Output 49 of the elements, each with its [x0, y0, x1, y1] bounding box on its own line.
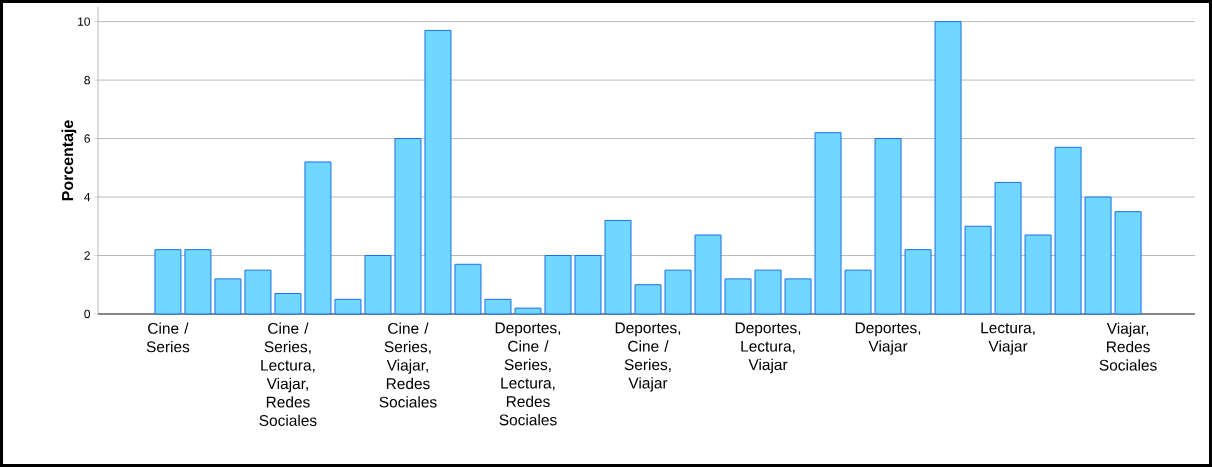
y-tick-label: 10	[78, 17, 91, 26]
bar	[214, 278, 242, 315]
bar	[424, 29, 452, 315]
bar	[814, 132, 842, 315]
bar	[1054, 146, 1082, 315]
bar	[904, 249, 932, 315]
x-tick-label: Deportes, Lectura, Viajar	[735, 322, 801, 374]
bar	[454, 263, 482, 315]
bar	[1114, 211, 1142, 315]
bar	[784, 278, 812, 315]
y-axis-title: Porcentaje	[61, 120, 77, 201]
y-tick-label: 2	[84, 251, 90, 260]
bar	[604, 219, 632, 315]
x-tick-label: Deportes, Cine / Series, Viajar	[615, 322, 681, 392]
bar	[844, 269, 872, 315]
bar	[154, 249, 182, 315]
bar	[754, 269, 782, 315]
bar	[724, 278, 752, 315]
y-tick-label: 8	[84, 75, 90, 85]
x-tick-label: Lectura, Viajar	[981, 322, 1035, 355]
bar	[664, 269, 692, 315]
y-tick-label: 4	[84, 192, 91, 202]
bar	[304, 161, 332, 315]
x-tick-label: Cine / Series	[146, 322, 190, 353]
bar	[544, 255, 572, 315]
y-tick-label: 0	[84, 309, 91, 319]
bar	[184, 249, 212, 315]
bar	[244, 269, 272, 315]
x-tick-label: Deportes, Viajar	[855, 322, 921, 355]
bar	[634, 284, 662, 315]
x-tick-label: Viajar, Redes Sociales	[1099, 322, 1157, 371]
bar	[964, 225, 992, 315]
x-tick-label: Cine / Series, Lectura, Viajar, Redes Sociales	[259, 322, 317, 427]
bar	[334, 298, 362, 315]
bar	[1024, 234, 1052, 315]
bar	[1084, 196, 1112, 315]
bar	[994, 181, 1022, 315]
bar	[274, 293, 302, 315]
bar	[934, 21, 962, 315]
y-tick-label: 6	[84, 134, 90, 143]
bar	[364, 255, 392, 315]
x-tick-label: Cine / Series, Viajar, Redes Sociales	[379, 322, 437, 408]
bar	[514, 307, 542, 315]
bar	[484, 298, 512, 315]
bar	[874, 138, 902, 315]
x-tick-label: Deportes, Cine / Series, Lectura, Redes Sociales	[495, 322, 561, 426]
bar	[394, 138, 422, 315]
bar	[574, 255, 602, 315]
bar	[694, 234, 722, 315]
